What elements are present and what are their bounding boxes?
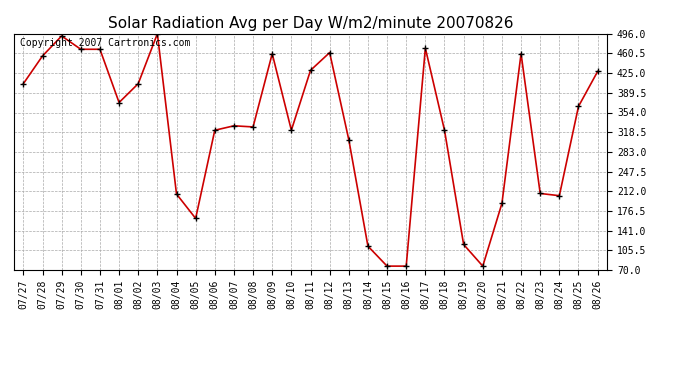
Title: Solar Radiation Avg per Day W/m2/minute 20070826: Solar Radiation Avg per Day W/m2/minute … xyxy=(108,16,513,31)
Text: Copyright 2007 Cartronics.com: Copyright 2007 Cartronics.com xyxy=(20,39,190,48)
